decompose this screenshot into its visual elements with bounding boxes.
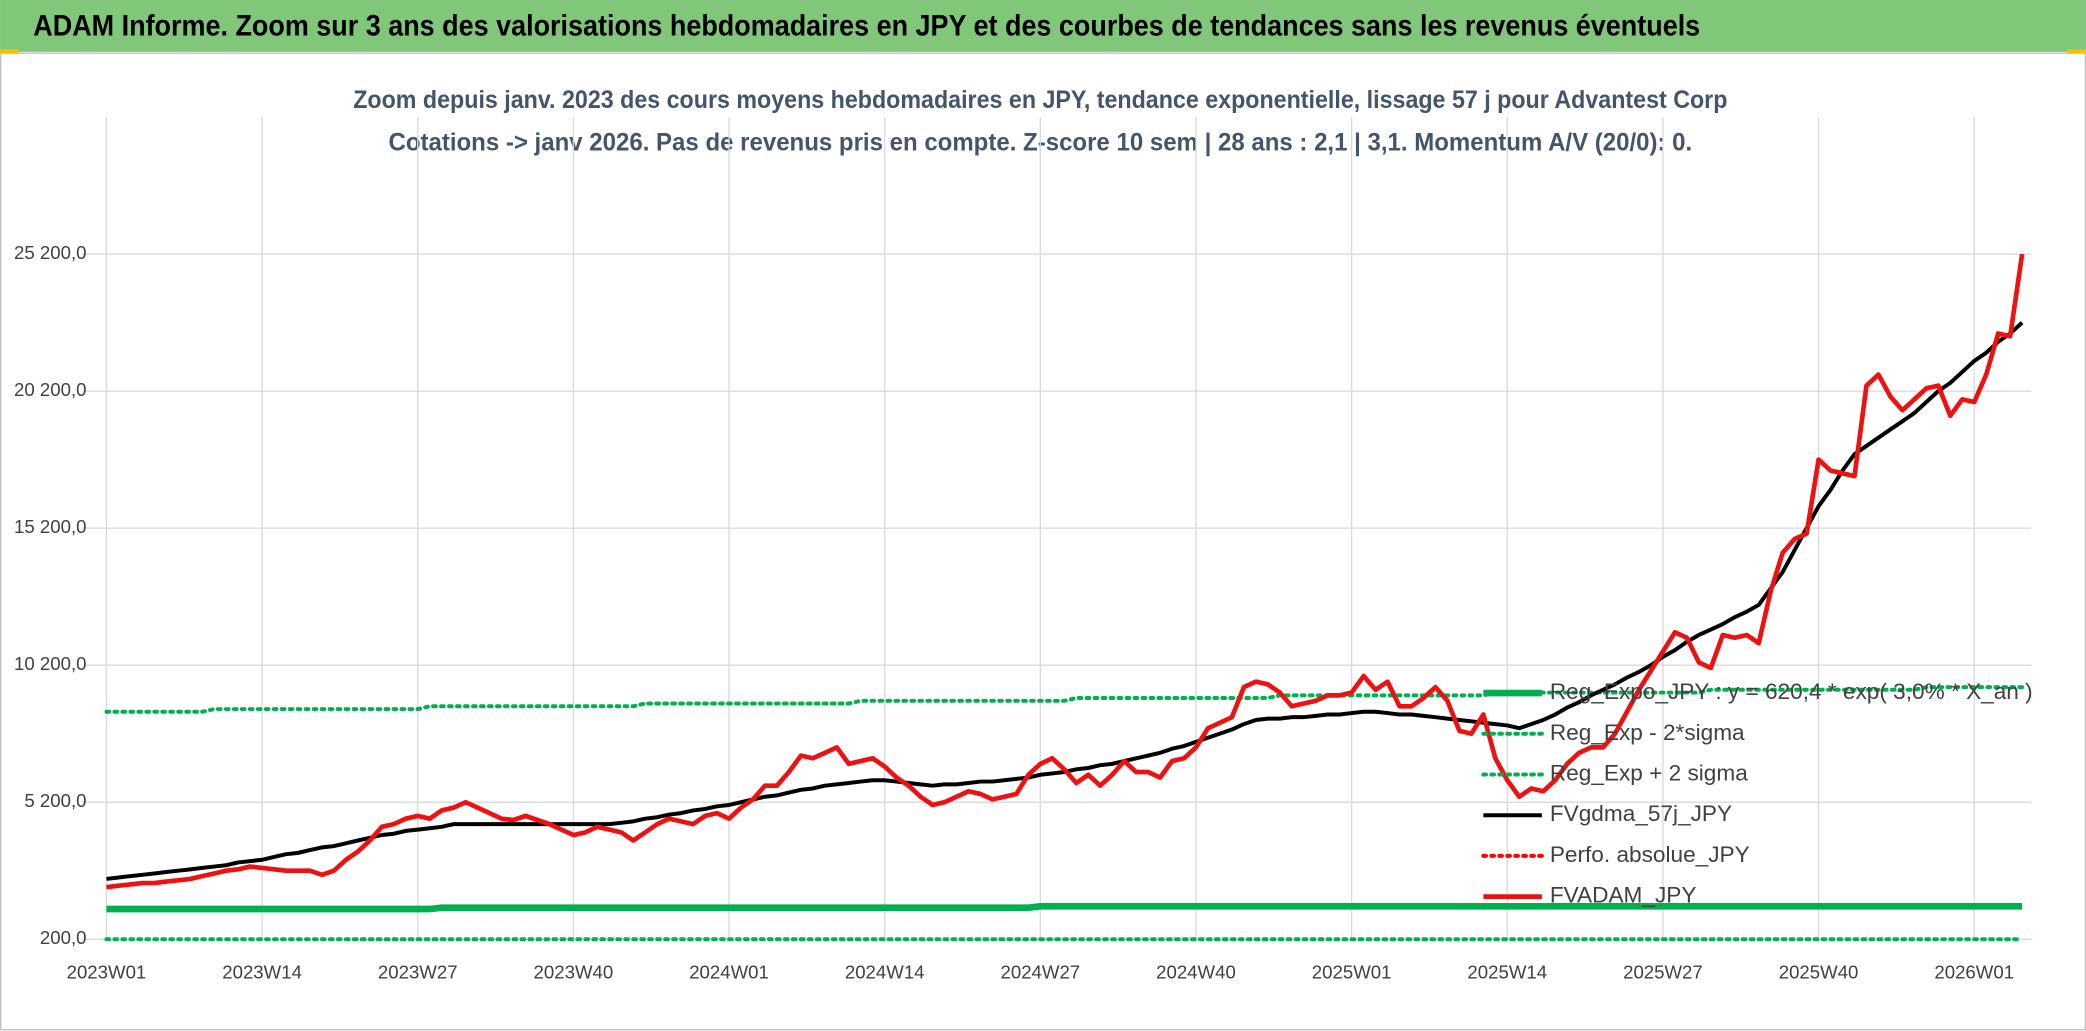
x-tick-label: 2025W14 [1467, 962, 1547, 983]
legend-label: Reg_Exp + 2 sigma [1550, 760, 1748, 785]
x-tick-label: 2023W01 [67, 962, 147, 983]
x-tick-label: 2025W01 [1312, 962, 1392, 983]
x-tick-label: 2023W14 [222, 962, 302, 983]
y-tick-label: 200,0 [40, 927, 87, 948]
legend-label: Reg_Exp - 2*sigma [1550, 720, 1745, 745]
series-line [106, 253, 2025, 890]
x-tick-label: 2025W40 [1779, 962, 1859, 983]
chart-frame [0, 52, 2086, 1031]
plot [104, 253, 2025, 942]
header-bar [0, 0, 2086, 52]
x-tick-label: 2024W01 [689, 962, 769, 983]
legend-label: Perfo. absolue_JPY [1550, 842, 1750, 867]
legend-label: FVADAM_JPY [1550, 883, 1697, 908]
chart-title: Zoom depuis janv. 2023 des cours moyens … [353, 86, 1727, 114]
corner-mark [2067, 49, 2086, 54]
legend: Reg_Expo_JPY : y = 620,4 * exp( 3,0% * X… [1481, 679, 2033, 908]
x-tick-label: 2023W40 [534, 962, 614, 983]
series-line [104, 685, 2025, 714]
x-tick-label: 2025W27 [1623, 962, 1703, 983]
x-tick-label: 2024W40 [1156, 962, 1236, 983]
corner-mark [0, 49, 19, 54]
header-title: ADAM Informe. Zoom sur 3 ans des valoris… [33, 11, 1700, 43]
y-tick-label: 10 200,0 [14, 653, 86, 674]
x-tick-label: 2023W27 [378, 962, 458, 983]
legend-label: Reg_Expo_JPY : y = 620,4 * exp( 3,0% * X… [1550, 679, 2033, 704]
x-tick-label: 2026W01 [1934, 962, 2014, 983]
y-tick-label: 20 200,0 [14, 379, 86, 400]
x-tick-label: 2024W14 [845, 962, 925, 983]
grid: 200,0 5 200,0 10 200,0 15 200,0 20 200,0 25 2… [14, 117, 2032, 983]
x-tick-label: 2024W27 [1001, 962, 1081, 983]
y-tick-label: 25 200,0 [14, 242, 86, 263]
y-tick-label: 5 200,0 [24, 790, 86, 811]
series-line [106, 903, 2023, 913]
y-tick-label: 15 200,0 [14, 516, 86, 537]
legend-label: FVgdma_57j_JPY [1550, 801, 1732, 826]
